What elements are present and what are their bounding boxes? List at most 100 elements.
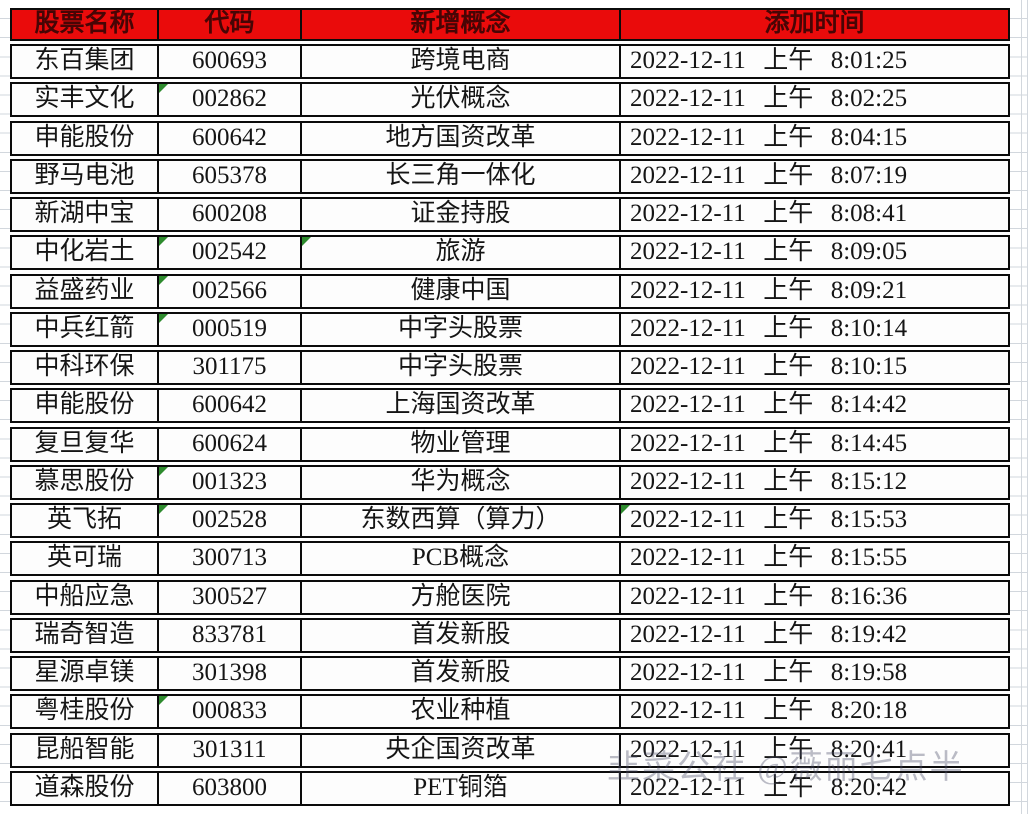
concept-cell[interactable]: 中字头股票	[300, 313, 619, 345]
stock-name-cell[interactable]: 中化岩土	[34, 238, 135, 266]
concept-cell[interactable]: 首发新股	[300, 658, 619, 689]
time-cell[interactable]: 2022-12-11 上午 8:04:15	[619, 122, 1008, 154]
time-cell[interactable]: 2022-12-11 上午 8:07:19	[619, 160, 1008, 192]
code-cell[interactable]: 300527	[157, 581, 300, 613]
code-cell[interactable]: 002528	[157, 505, 300, 536]
cell-error-triangle-icon	[159, 84, 168, 94]
concept-cell[interactable]: 央企国资改革	[300, 734, 619, 766]
table-row: 东百集团 600693 跨境电商 2022-12-11 上午 8:01:25	[10, 44, 1010, 79]
stock-name-cell[interactable]: 昆船智能	[34, 735, 135, 763]
time-cell[interactable]: 2022-12-11 上午 8:15:12	[619, 466, 1008, 498]
stock-name-cell[interactable]: 英飞拓	[46, 506, 122, 533]
code-cell[interactable]: 002862	[157, 84, 300, 116]
concept-cell[interactable]: 首发新股	[300, 619, 619, 651]
code-cell[interactable]: 301311	[157, 734, 300, 766]
stock-name-cell[interactable]: 中科环保	[34, 353, 135, 380]
time-cell[interactable]: 2022-12-11 上午 8:10:14	[619, 313, 1008, 345]
concept-cell[interactable]: PCB概念	[300, 543, 619, 575]
concept-cell[interactable]: 东数西算（算力）	[300, 505, 619, 536]
code-cell[interactable]: 600642	[157, 390, 300, 422]
time-cell[interactable]: 2022-12-11 上午 8:14:42	[619, 390, 1008, 422]
stock-name-cell[interactable]: 中兵红箭	[34, 314, 135, 342]
table-row: 瑞奇智造 833781 首发新股 2022-12-11 上午 8:19:42	[10, 617, 1010, 653]
code-cell[interactable]: 605378	[157, 160, 300, 192]
stock-name-cell[interactable]: 申能股份	[34, 391, 135, 419]
cell-error-triangle-icon	[621, 505, 630, 514]
stock-name-cell[interactable]: 东百集团	[34, 47, 135, 74]
time-cell[interactable]: 2022-12-11 上午 8:01:25	[619, 46, 1008, 77]
time-cell[interactable]: 2022-12-11 上午 8:09:05	[619, 237, 1008, 269]
code-cell[interactable]: 301175	[157, 352, 300, 383]
time-cell[interactable]: 2022-12-11 上午 8:20:42	[619, 772, 1008, 804]
concept-cell[interactable]: 光伏概念	[300, 84, 619, 116]
cell-error-triangle-icon	[159, 313, 168, 323]
header-concept[interactable]: 新增概念	[300, 10, 619, 39]
time-cell[interactable]: 2022-12-11 上午 8:20:18	[619, 696, 1008, 728]
table-row: 复旦复华 600624 物业管理 2022-12-11 上午 8:14:45	[10, 426, 1010, 462]
code-cell[interactable]: 002542	[157, 237, 300, 269]
code-cell[interactable]: 600208	[157, 199, 300, 230]
header-code[interactable]: 代码	[157, 10, 300, 39]
code-cell[interactable]: 600624	[157, 428, 300, 460]
table-row: 英飞拓 002528 东数西算（算力） 2022-12-11 上午 8:15:5…	[10, 503, 1010, 538]
stock-name-cell[interactable]: 申能股份	[34, 123, 135, 151]
code-cell[interactable]: 603800	[157, 772, 300, 804]
header-stock-name[interactable]: 股票名称	[34, 10, 135, 37]
stock-name-cell[interactable]: 道森股份	[34, 773, 135, 801]
header-add-time[interactable]: 添加时间	[619, 10, 1008, 39]
code-cell[interactable]: 833781	[157, 619, 300, 651]
concept-cell[interactable]: 证金持股	[300, 199, 619, 230]
code-cell[interactable]: 600642	[157, 122, 300, 154]
cell-error-triangle-icon	[159, 275, 168, 285]
code-cell[interactable]: 000833	[157, 696, 300, 728]
stock-name-cell[interactable]: 中船应急	[34, 582, 135, 610]
concept-cell[interactable]: 中字头股票	[300, 352, 619, 383]
concept-cell[interactable]: 华为概念	[300, 466, 619, 498]
code-cell[interactable]: 002566	[157, 275, 300, 307]
table-row: 实丰文化 002862 光伏概念 2022-12-11 上午 8:02:25	[10, 82, 1010, 118]
concept-cell[interactable]: 健康中国	[300, 275, 619, 307]
concept-cell[interactable]: PET铜箔	[300, 772, 619, 804]
concept-cell[interactable]: 旅游	[300, 237, 619, 269]
time-cell[interactable]: 2022-12-11 上午 8:15:53	[619, 505, 1008, 536]
time-cell[interactable]: 2022-12-11 上午 8:16:36	[619, 581, 1008, 613]
code-cell[interactable]: 301398	[157, 658, 300, 689]
table-row: 星源卓镁 301398 首发新股 2022-12-11 上午 8:19:58	[10, 656, 1010, 691]
table-row: 慕思股份 001323 华为概念 2022-12-11 上午 8:15:12	[10, 464, 1010, 500]
stock-name-cell[interactable]: 复旦复华	[34, 429, 135, 457]
table-row: 粤桂股份 000833 农业种植 2022-12-11 上午 8:20:18	[10, 694, 1010, 730]
stock-name-cell[interactable]: 野马电池	[34, 161, 135, 189]
stock-name-cell[interactable]: 益盛药业	[34, 276, 135, 304]
table-body: 东百集团 600693 跨境电商 2022-12-11 上午 8:01:25 实…	[10, 44, 1010, 806]
concept-cell[interactable]: 方舱医院	[300, 581, 619, 613]
stock-name-cell[interactable]: 新湖中宝	[34, 200, 135, 227]
concept-cell[interactable]: 农业种植	[300, 696, 619, 728]
code-cell[interactable]: 600693	[157, 46, 300, 77]
code-cell[interactable]: 000519	[157, 313, 300, 345]
stock-name-cell[interactable]: 粤桂股份	[34, 697, 135, 725]
time-cell[interactable]: 2022-12-11 上午 8:14:45	[619, 428, 1008, 460]
code-cell[interactable]: 001323	[157, 466, 300, 498]
time-cell[interactable]: 2022-12-11 上午 8:02:25	[619, 84, 1008, 116]
stock-name-cell[interactable]: 实丰文化	[34, 85, 135, 113]
concept-cell[interactable]: 地方国资改革	[300, 122, 619, 154]
concept-cell[interactable]: 跨境电商	[300, 46, 619, 77]
concept-cell[interactable]: 上海国资改革	[300, 390, 619, 422]
time-cell[interactable]: 2022-12-11 上午 8:19:58	[619, 658, 1008, 689]
stock-name-cell[interactable]: 英可瑞	[46, 544, 122, 572]
time-cell[interactable]: 2022-12-11 上午 8:08:41	[619, 199, 1008, 230]
stock-name-cell[interactable]: 慕思股份	[34, 467, 135, 495]
time-cell[interactable]: 2022-12-11 上午 8:10:15	[619, 352, 1008, 383]
stock-name-cell[interactable]: 瑞奇智造	[34, 620, 135, 648]
table-row: 中科环保 301175 中字头股票 2022-12-11 上午 8:10:15	[10, 350, 1010, 385]
table-row: 中船应急 300527 方舱医院 2022-12-11 上午 8:16:36	[10, 579, 1010, 615]
code-cell[interactable]: 300713	[157, 543, 300, 575]
concept-cell[interactable]: 物业管理	[300, 428, 619, 460]
stock-name-cell[interactable]: 星源卓镁	[34, 659, 135, 686]
time-cell[interactable]: 2022-12-11 上午 8:09:21	[619, 275, 1008, 307]
time-cell[interactable]: 2022-12-11 上午 8:15:55	[619, 543, 1008, 575]
time-cell[interactable]: 2022-12-11 上午 8:20:41	[619, 734, 1008, 766]
sheet-gridline-vertical	[1021, 0, 1022, 814]
concept-cell[interactable]: 长三角一体化	[300, 160, 619, 192]
time-cell[interactable]: 2022-12-11 上午 8:19:42	[619, 619, 1008, 651]
